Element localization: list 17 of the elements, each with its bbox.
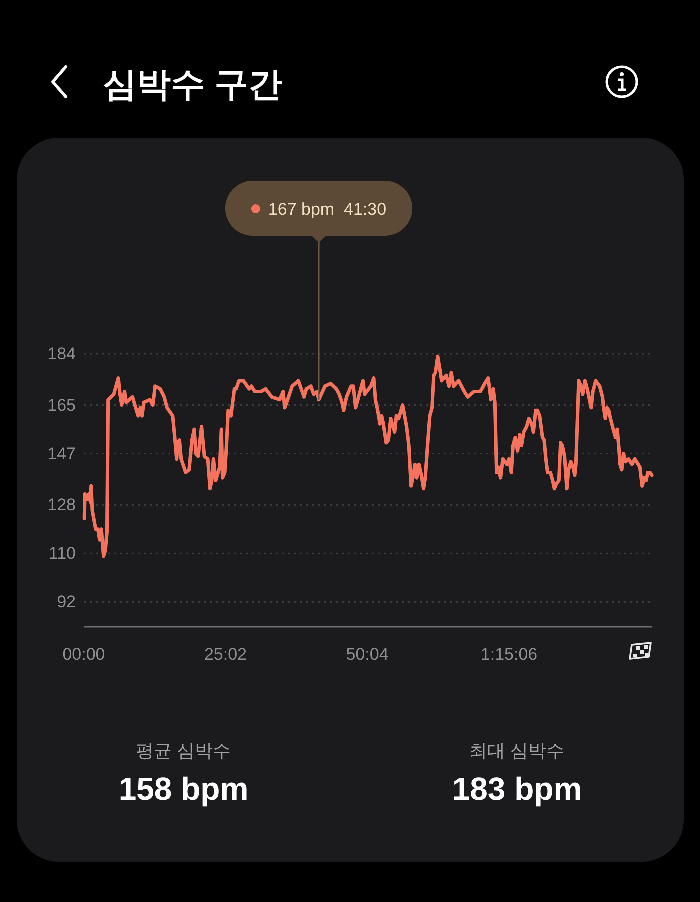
x-tick-label: 00:00: [62, 645, 106, 664]
y-tick-label: 184: [48, 344, 76, 364]
chart-title: 심박수 구간: [103, 66, 282, 104]
line-series: [82, 354, 654, 558]
y-tick-label: 92: [57, 592, 76, 612]
text: 평균 심박수: [136, 741, 232, 761]
x-tick-label: 25:02: [204, 645, 248, 664]
text: 183 bpm: [452, 771, 582, 807]
x-tick-label: 1:15:06: [480, 645, 538, 664]
y-tick-label: 110: [48, 544, 76, 564]
text: 158 bpm: [118, 771, 249, 807]
annotation: 167 bpm 41:30: [268, 200, 387, 219]
y-tick-label: 147: [48, 444, 76, 464]
y-tick-label: 165: [48, 396, 76, 415]
text: 최대 심박수: [470, 741, 565, 761]
y-tick-label: 128: [48, 496, 76, 515]
x-tick-label: 50:04: [346, 645, 389, 664]
